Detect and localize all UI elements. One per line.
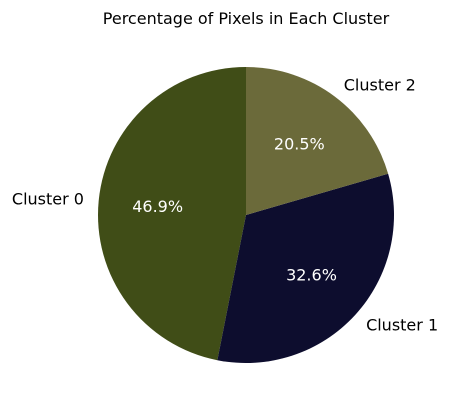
chart-title: Percentage of Pixels in Each Cluster [103, 9, 390, 28]
slice-label-1: Cluster 1 [366, 315, 438, 334]
slice-percent-1: 32.6% [286, 265, 337, 284]
slice-label-0: Cluster 0 [12, 190, 84, 209]
slice-label-2: Cluster 2 [344, 75, 416, 94]
slice-percent-0: 46.9% [132, 197, 183, 216]
pie-labels: Cluster 0 46.9% Cluster 1 32.6% Cluster 2 20.… [12, 75, 438, 334]
slice-percent-2: 20.5% [274, 134, 325, 153]
pie-slice-1 [217, 173, 394, 363]
pie-slice-0 [98, 67, 246, 361]
pie-slice-2 [246, 67, 389, 215]
pie-slices [98, 67, 394, 363]
